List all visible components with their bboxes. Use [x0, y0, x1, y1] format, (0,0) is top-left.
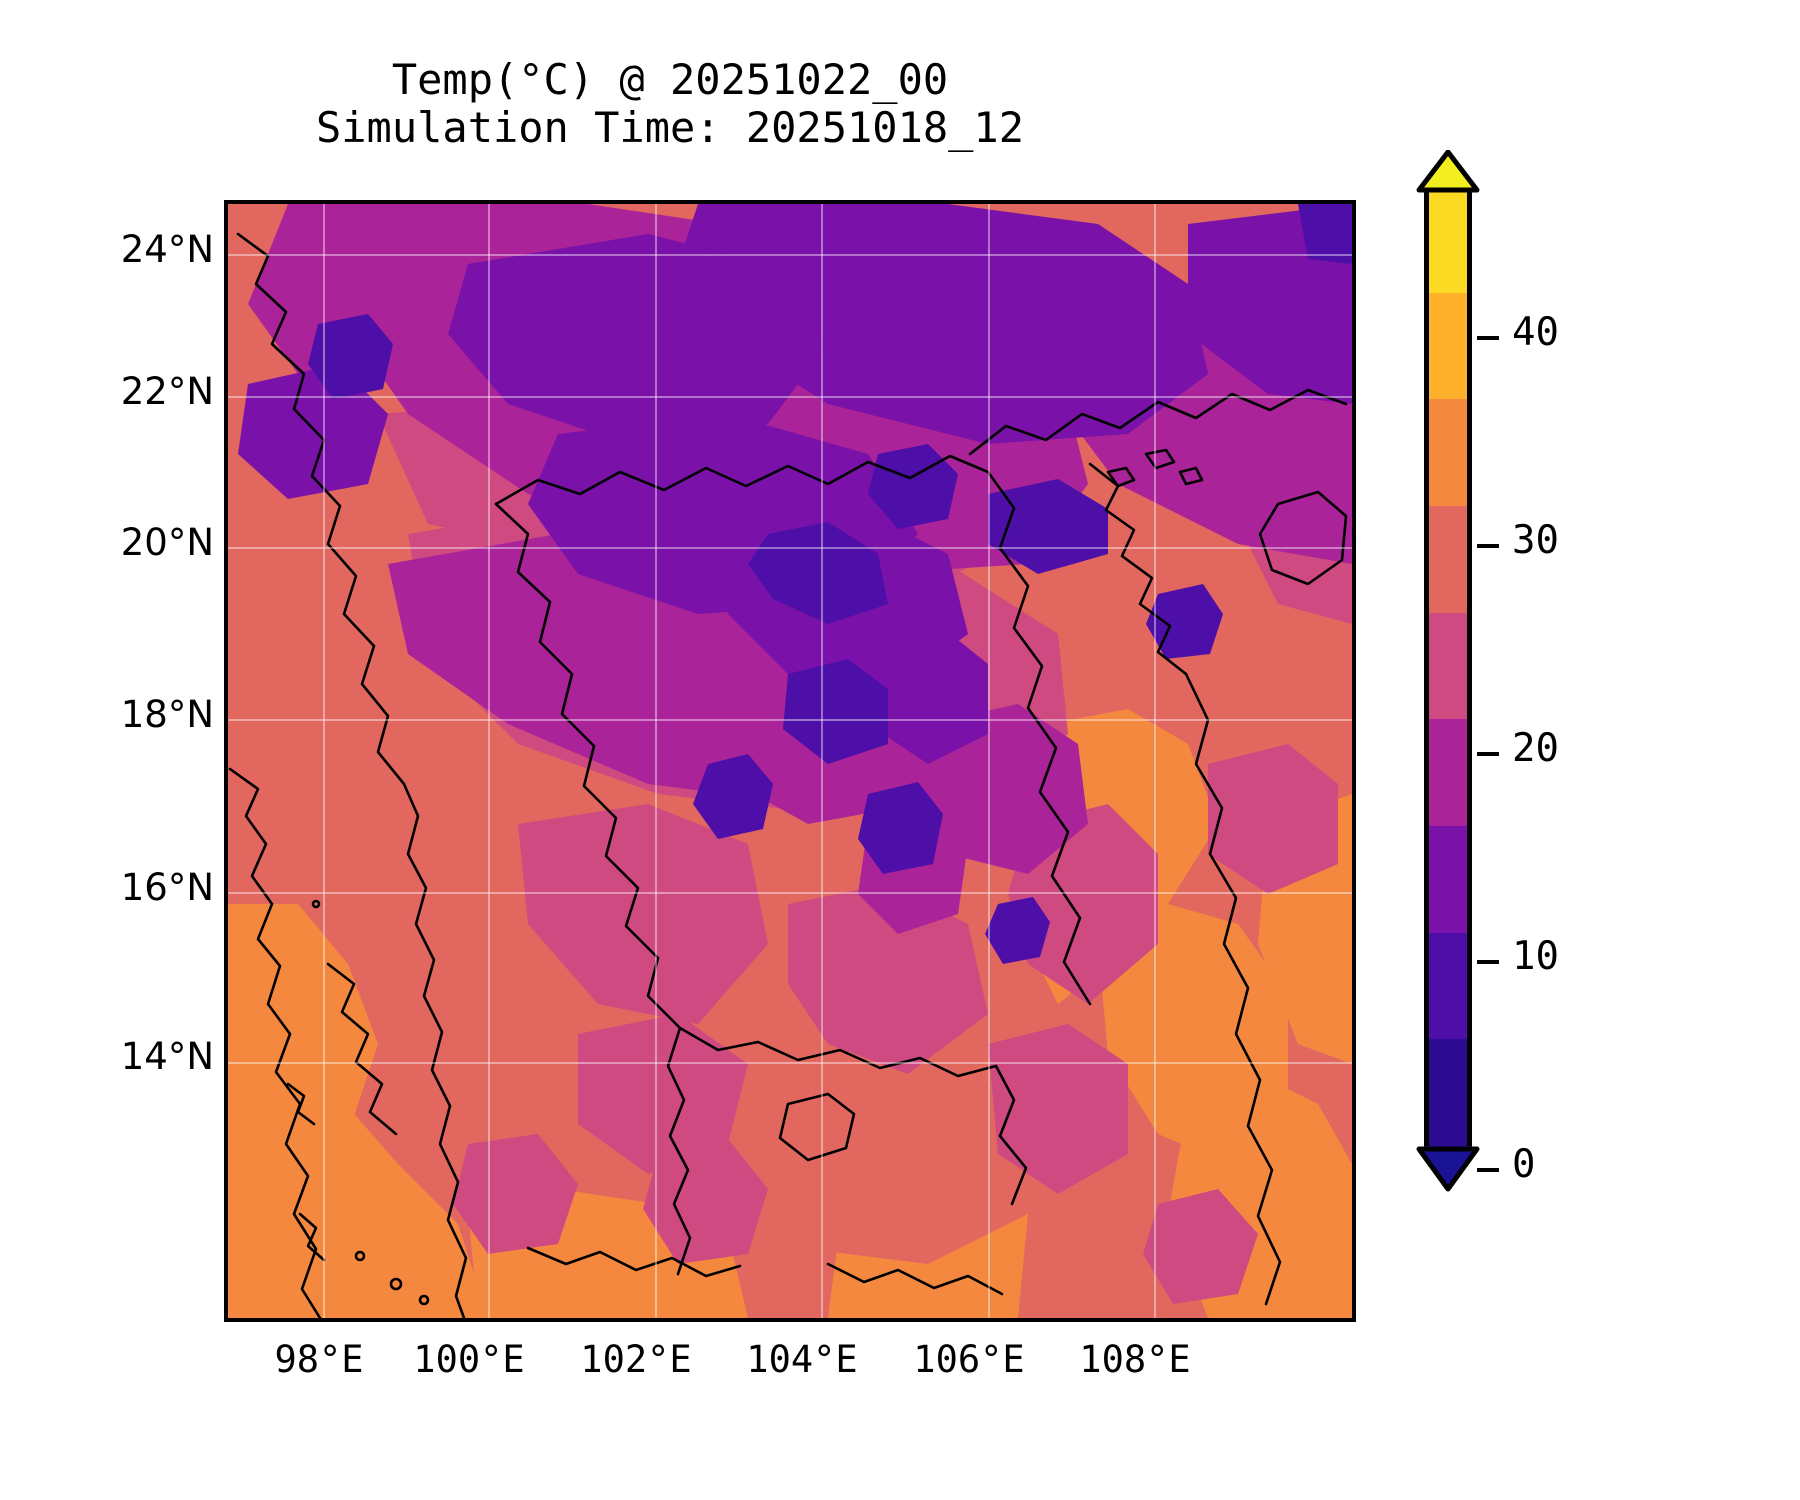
title-line-simulation-time: Simulation Time: 20251018_12 [315, 103, 1024, 153]
xtick-label-104E: 104°E [746, 1338, 858, 1381]
gridline-lat-24 [228, 254, 1352, 256]
gridline-lat-16 [228, 892, 1352, 894]
gridline-lon-108 [1154, 204, 1156, 1318]
ytick-label-18N: 18°N [120, 693, 214, 736]
ytick-label-16N: 16°N [120, 866, 214, 909]
contourf-temperature [228, 204, 1352, 1318]
xtick-label-106E: 106°E [913, 1338, 1025, 1381]
colorbar-tick-10 [1477, 960, 1499, 964]
colorbar-tick-0 [1477, 1168, 1499, 1172]
gridline-lat-20 [228, 547, 1352, 549]
temperature-field [228, 204, 1352, 1318]
xtick-label-98E: 98°E [274, 1338, 364, 1381]
colorbar-label-0: 0 [1512, 1142, 1536, 1187]
colorbar-band--5-to-0 [1424, 1039, 1472, 1147]
colorbar-band-10-to-15 [1424, 719, 1472, 827]
colorbar-tick-40 [1477, 336, 1499, 340]
colorbar-band-20-to-25 [1424, 506, 1472, 614]
figure-title: Temp(°C) @ 20251022_00 Simulation Time: … [0, 55, 1340, 153]
colorbar-band-25-to-30 [1424, 399, 1472, 507]
ytick-label-14N: 14°N [120, 1035, 214, 1078]
ytick-label-20N: 20°N [120, 521, 214, 564]
xtick-label-108E: 108°E [1079, 1338, 1191, 1381]
colorbar-label-10: 10 [1512, 934, 1559, 979]
colorbar-label-20: 20 [1512, 726, 1559, 771]
colorbar-label-30: 30 [1512, 518, 1559, 563]
colorbar-extend-max-arrow [1416, 150, 1480, 193]
gridline-lon-100 [488, 204, 490, 1318]
colorbar-band-0-to-5 [1424, 932, 1472, 1040]
colorbar-extend-min-arrow [1416, 1146, 1480, 1192]
gridline-lon-106 [988, 204, 990, 1318]
gridline-lon-104 [821, 204, 823, 1318]
colorbar-band-5-to-10 [1424, 826, 1472, 934]
colorbar-band-35-to-40 [1424, 186, 1472, 294]
gridline-lat-14 [228, 1062, 1352, 1064]
gridline-lon-102 [655, 204, 657, 1318]
gridline-lon-98 [323, 204, 325, 1318]
colorbar-label-40: 40 [1512, 310, 1559, 355]
colorbar-band-30-to-35 [1424, 292, 1472, 400]
colorbar-tick-30 [1477, 544, 1499, 548]
colorbar-frame [1424, 186, 1472, 1146]
xtick-label-100E: 100°E [413, 1338, 525, 1381]
colorbar[interactable] [1424, 186, 1472, 1147]
colorbar-band-15-to-20 [1424, 612, 1472, 720]
ytick-label-22N: 22°N [120, 370, 214, 413]
title-line-variable-valid-time: Temp(°C) @ 20251022_00 [391, 55, 949, 104]
gridline-lat-22 [228, 396, 1352, 398]
map-axes [224, 200, 1356, 1322]
xtick-label-102E: 102°E [580, 1338, 692, 1381]
ytick-label-24N: 24°N [120, 228, 214, 271]
gridline-lat-18 [228, 719, 1352, 721]
colorbar-tick-20 [1477, 752, 1499, 756]
